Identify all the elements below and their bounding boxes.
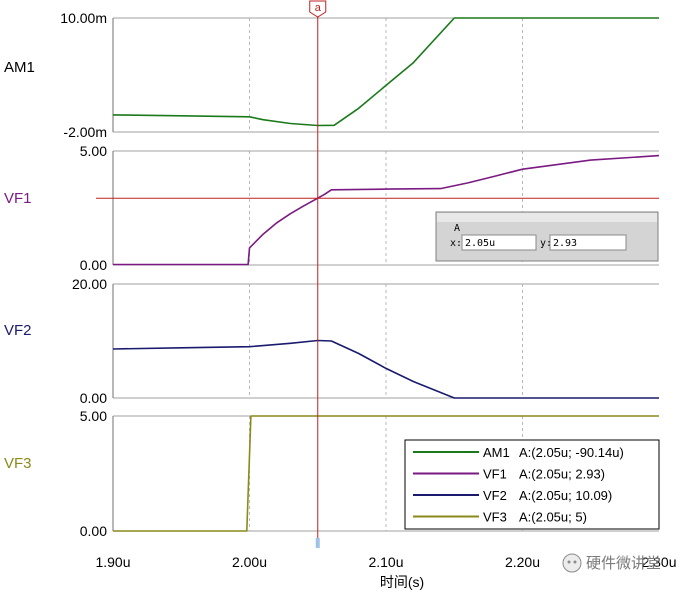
y-tick-label-bottom-vf1: 0.00 (80, 257, 107, 273)
cursor-marker-label: a (315, 2, 322, 14)
y-tick-label-bottom-vf2: 0.00 (80, 390, 107, 406)
y-tick-label-top-vf2: 20.00 (72, 276, 107, 292)
panel-ylabel-vf1: VF1 (4, 190, 32, 207)
legend-name-vf3: VF3 (483, 510, 507, 525)
legend-box (404, 439, 660, 530)
labels-layer: 10.00m -2.00m AM1 5.00 0.00 VF1 20.00 0.00 VF2 5.… (4, 10, 677, 570)
cursor-readout-titlebar (437, 213, 657, 222)
panel-ylabel-vf2: VF2 (4, 322, 32, 339)
x-tick-label-1: 2.00u (232, 554, 267, 570)
y-tick-label-bottom-am1: -2.00m (63, 124, 107, 140)
watermark-logo-icon (562, 553, 582, 573)
legend-value-vf1: A:(2.05u; 2.93) (519, 467, 605, 482)
legend-name-vf1: VF1 (483, 467, 507, 482)
panel-ylabel-vf3: VF3 (4, 455, 32, 472)
x-tick-label-2: 2.10u (368, 554, 403, 570)
watermark-text: 硬件微讲堂 (586, 554, 661, 572)
watermark-logo-eye-right (573, 560, 577, 564)
legend-name-am1: AM1 (483, 445, 510, 460)
x-tick-label-3: 2.20u (505, 554, 540, 570)
series-line-vf2 (112, 339, 659, 399)
overlay-layer: 时间(s) Ax: 2.05u y: 2.93 AM1 A:(2.05u; -90.14u… (380, 211, 661, 590)
y-tick-label-top-am1: 10.00m (60, 10, 107, 26)
y-tick-label-bottom-vf3: 0.00 (80, 523, 107, 539)
cursor-readout-y-value: 2.93 (553, 238, 577, 249)
legend-name-vf2: VF2 (483, 488, 507, 503)
series-line-vf1 (113, 154, 660, 266)
cursor-readout-x-field (461, 234, 537, 251)
y-tick-label-top-vf3: 5.00 (80, 408, 107, 424)
series-line-am1 (112, 17, 659, 127)
panel-ylabel-am1: AM1 (4, 59, 35, 76)
cursor-readout-y-field (549, 234, 627, 251)
x-axis-label: 时间(s) (380, 574, 424, 590)
cursor-readout-y-label: y: (540, 238, 552, 249)
legend-value-vf3: A:(2.05u; 5) (519, 510, 587, 525)
cursor-readout-title: A (454, 223, 460, 234)
legend-value-am1: A:(2.05u; -90.14u) (519, 445, 624, 460)
cursor-x-indicator (315, 538, 320, 548)
y-tick-label-top-vf1: 5.00 (80, 143, 107, 159)
watermark-logo-eye-left (567, 560, 571, 564)
x-tick-label-0: 1.90u (95, 554, 130, 570)
x-tick-label-4: 2.30u (641, 554, 676, 570)
cursor-readout-x-label: x: (450, 238, 462, 249)
cursor-layer: a (96, 0, 659, 548)
legend-value-vf2: A:(2.05u; 10.09) (519, 488, 612, 503)
watermark: 硬件微讲堂 (562, 553, 661, 573)
cursor-marker (309, 0, 327, 18)
series-line-vf3 (113, 415, 659, 532)
cursor-readout-x-value: 2.05u (465, 238, 495, 249)
series-layer (112, 17, 660, 532)
